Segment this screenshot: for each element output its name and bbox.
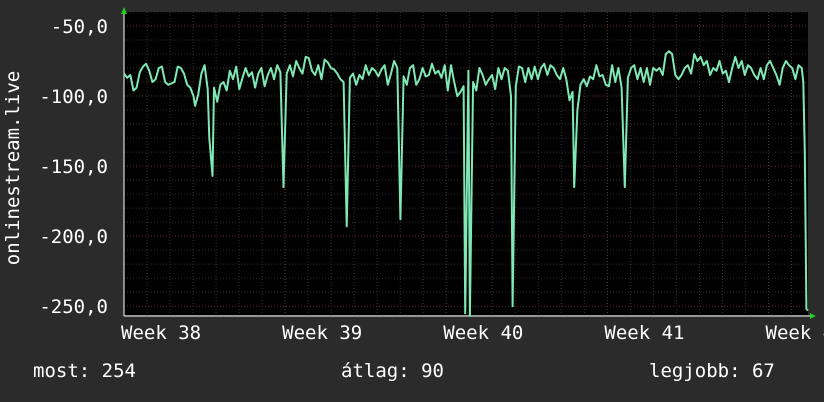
x-tick-label: Week 4 [766, 322, 824, 344]
y-tick-label: -200,0 [39, 226, 108, 248]
stat-current: most: 254 [33, 360, 136, 382]
x-tick-label: Week 41 [604, 322, 684, 344]
y-tick-label: -150,0 [39, 156, 108, 178]
series-line [123, 50, 809, 317]
y-axis-label: onlinestream.live [2, 71, 24, 265]
axes [121, 7, 816, 319]
y-tick-label: -100,0 [39, 86, 108, 108]
y-tick-label: -50,0 [51, 16, 108, 38]
x-tick-label: Week 38 [121, 322, 201, 344]
y-tick-label: -250,0 [39, 296, 108, 318]
y-tick-labels: -50,0 -100,0 -150,0 -200,0 -250,0 [39, 16, 108, 318]
x-tick-labels: Week 38 Week 39 Week 40 Week 41 Week 4 [121, 322, 824, 344]
y-axis-arrow-icon [121, 7, 127, 14]
x-tick-label: Week 40 [443, 322, 523, 344]
stat-average: átlag: 90 [341, 360, 444, 382]
x-tick-label: Week 39 [282, 322, 362, 344]
stat-best: legjobb: 67 [649, 360, 775, 382]
x-axis-arrow-icon [810, 313, 816, 319]
